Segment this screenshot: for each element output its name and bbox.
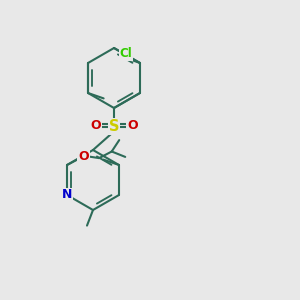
Text: S: S bbox=[109, 119, 119, 134]
Text: N: N bbox=[62, 188, 72, 202]
Text: O: O bbox=[78, 150, 89, 163]
Text: Cl: Cl bbox=[119, 47, 132, 61]
Text: O: O bbox=[90, 119, 101, 132]
Text: O: O bbox=[127, 119, 138, 132]
